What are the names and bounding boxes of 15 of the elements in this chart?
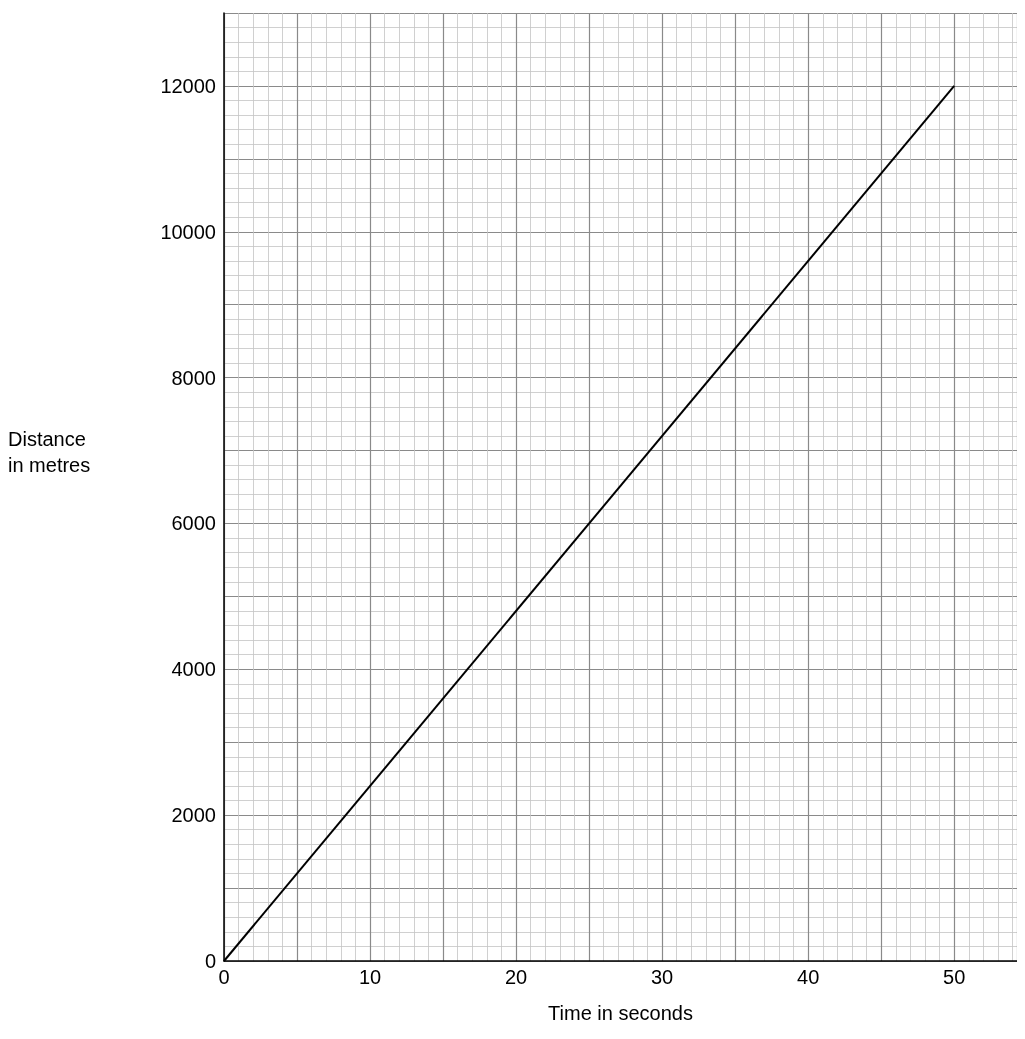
y-tick-label: 2000 [171, 804, 216, 827]
y-tick-label: 10000 [160, 220, 216, 243]
x-tick-label: 30 [651, 966, 674, 988]
x-tick-label: 0 [218, 966, 230, 988]
x-tick-label: 50 [943, 966, 966, 988]
y-axis-title: Distance in metres [8, 428, 91, 476]
y-tick-label: 6000 [171, 512, 216, 535]
y-tick-label: 0 [204, 950, 216, 972]
y-tick-label: 4000 [171, 658, 216, 681]
x-tick-label: 20 [504, 966, 528, 988]
y-tick-label: 8000 [171, 366, 216, 389]
x-tick-label: 10 [358, 966, 382, 988]
x-axis-title: Time in seconds [548, 1002, 693, 1024]
y-tick-label: 12000 [160, 74, 216, 97]
x-tick-label: 40 [797, 966, 820, 988]
